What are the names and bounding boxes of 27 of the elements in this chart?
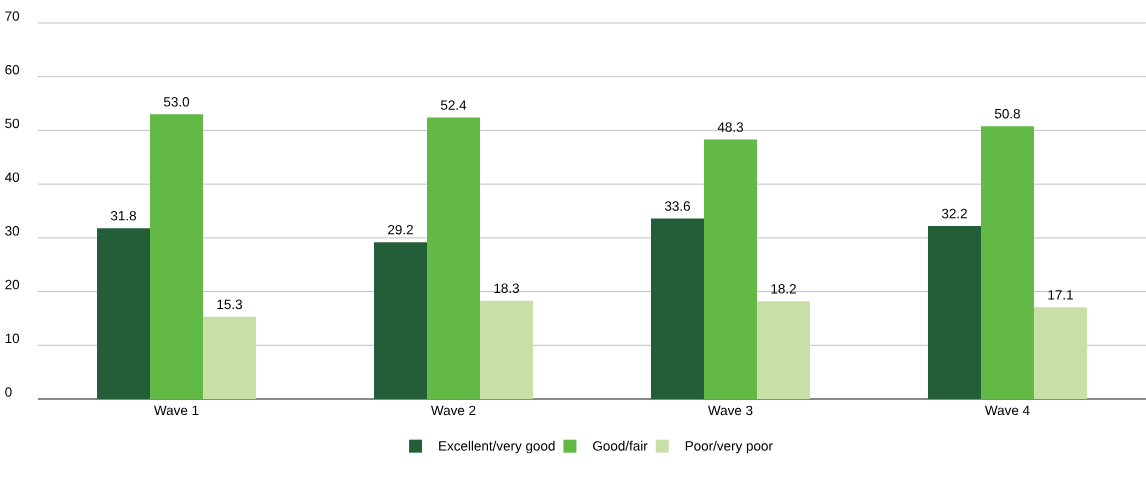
y-tick-label: 40 bbox=[4, 172, 20, 182]
y-tick-label: 70 bbox=[5, 11, 20, 21]
y-tick-label: 10 bbox=[5, 333, 20, 344]
y-tick-label: 60 bbox=[5, 64, 20, 75]
legend-label: Poor/very poor bbox=[685, 440, 773, 454]
x-tick-label: Wave 2 bbox=[431, 405, 476, 416]
legend-label: Excellent/very good bbox=[439, 440, 555, 454]
y-tick-label: 50 bbox=[5, 118, 20, 129]
data-label: 48.3 bbox=[717, 122, 743, 132]
data-label: 32.2 bbox=[941, 208, 967, 219]
x-tick-label: Wave 1 bbox=[154, 405, 199, 416]
data-label: 52.4 bbox=[440, 100, 467, 110]
data-label: 29.2 bbox=[388, 224, 413, 235]
y-tick-label: 0 bbox=[5, 387, 12, 397]
data-label: 53.0 bbox=[163, 97, 190, 107]
x-tick-label: Wave 4 bbox=[985, 405, 1030, 416]
data-label: 18.3 bbox=[494, 283, 519, 294]
data-label: 18.2 bbox=[771, 284, 796, 294]
data-label: 31.8 bbox=[110, 210, 136, 221]
y-tick-label: 20 bbox=[5, 279, 20, 290]
legend-label: Good/fair bbox=[593, 440, 648, 451]
data-label: 17.1 bbox=[1048, 290, 1073, 300]
data-label: 33.6 bbox=[664, 201, 690, 211]
y-tick-label: 30 bbox=[5, 226, 20, 236]
data-label: 50.8 bbox=[994, 108, 1020, 119]
x-tick-label: Wave 3 bbox=[708, 405, 753, 416]
data-label: 15.3 bbox=[217, 299, 242, 310]
